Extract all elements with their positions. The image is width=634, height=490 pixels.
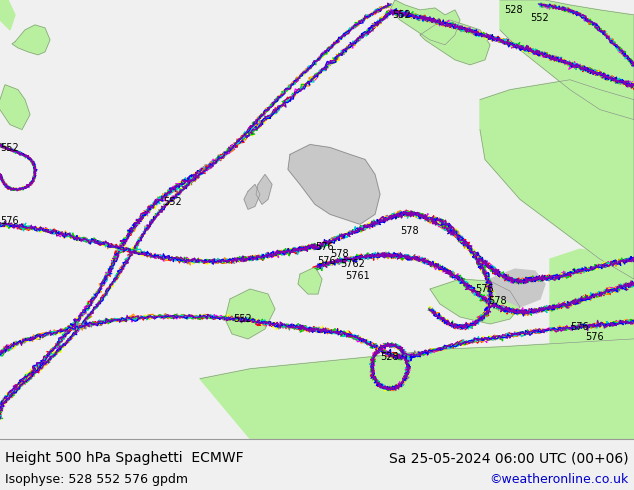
Text: ©weatheronline.co.uk: ©weatheronline.co.uk [489, 473, 629, 486]
Text: 552: 552 [163, 197, 182, 207]
Text: 528: 528 [504, 5, 522, 15]
Polygon shape [0, 85, 30, 129]
Text: 552: 552 [233, 314, 252, 324]
Polygon shape [500, 0, 634, 120]
Text: 576: 576 [0, 216, 18, 226]
Text: Height 500 hPa Spaghetti  ECMWF: Height 500 hPa Spaghetti ECMWF [5, 451, 243, 466]
Text: 578: 578 [330, 249, 349, 259]
Text: 576: 576 [475, 284, 494, 294]
Polygon shape [298, 267, 322, 294]
Polygon shape [12, 25, 50, 55]
Polygon shape [480, 80, 634, 279]
Text: 576: 576 [570, 322, 588, 332]
Text: 576: 576 [315, 242, 333, 252]
Polygon shape [244, 184, 260, 209]
Text: 5761: 5761 [345, 271, 370, 281]
Text: 552: 552 [392, 10, 411, 20]
Text: 5762: 5762 [340, 259, 365, 269]
Polygon shape [288, 145, 380, 224]
Polygon shape [256, 174, 272, 204]
Polygon shape [430, 279, 520, 324]
Polygon shape [200, 339, 634, 439]
Polygon shape [550, 249, 634, 379]
Text: 528: 528 [380, 352, 399, 362]
Polygon shape [490, 269, 545, 307]
Polygon shape [225, 289, 275, 339]
Text: 552: 552 [530, 13, 549, 23]
Text: 576: 576 [585, 332, 604, 342]
Text: 552: 552 [0, 143, 19, 152]
Text: Sa 25-05-2024 06:00 UTC (00+06): Sa 25-05-2024 06:00 UTC (00+06) [389, 451, 629, 466]
Text: 576: 576 [317, 256, 335, 266]
Text: 578: 578 [400, 226, 418, 236]
Text: Isophyse: 528 552 576 gpdm: Isophyse: 528 552 576 gpdm [5, 473, 188, 486]
Polygon shape [0, 0, 15, 30]
Polygon shape [390, 0, 460, 45]
Polygon shape [420, 20, 490, 65]
Text: 578: 578 [488, 296, 507, 306]
